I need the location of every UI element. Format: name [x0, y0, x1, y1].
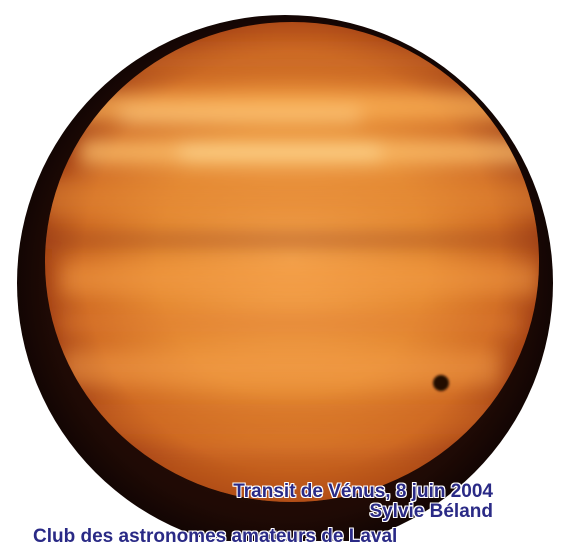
sun-haze-bands	[45, 50, 539, 502]
venus-silhouette	[433, 375, 449, 391]
